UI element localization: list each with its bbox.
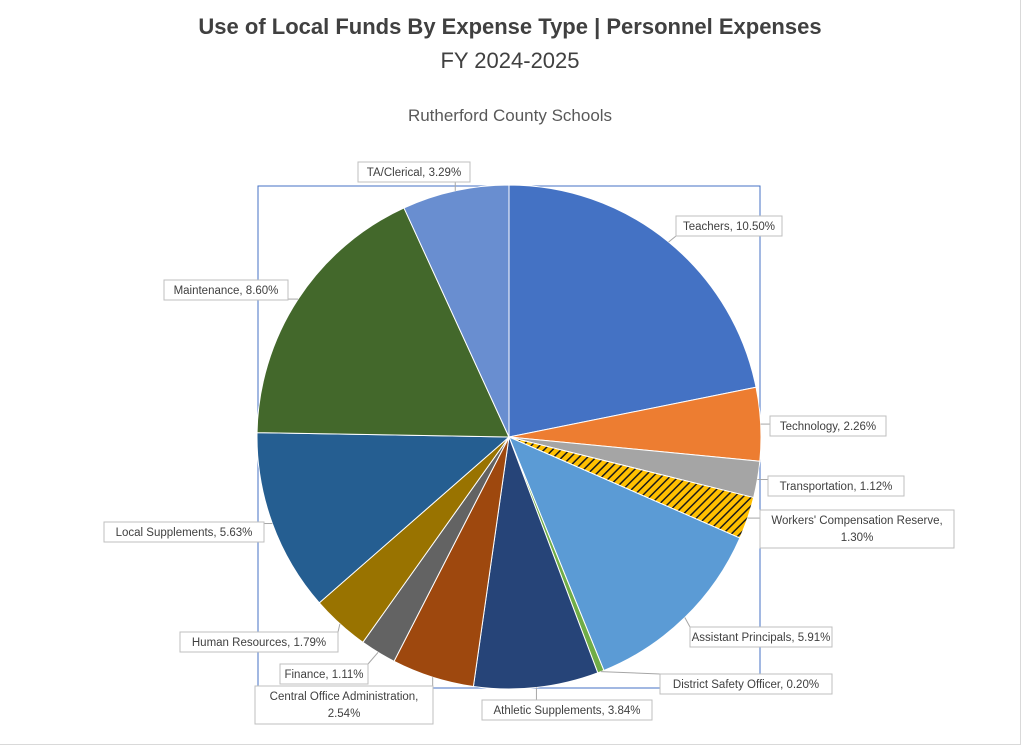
data-label: Teachers, 10.50% xyxy=(683,221,775,233)
data-label-box xyxy=(357,161,471,183)
pie-slice-athletic-supplements xyxy=(472,436,599,690)
data-label-box xyxy=(689,626,833,648)
chart-subtitle: FY 2024-2025 xyxy=(440,48,580,73)
pie-slice-ta-clerical xyxy=(403,184,510,438)
callout-leader-line xyxy=(668,235,677,243)
data-label-box xyxy=(769,415,887,437)
pie-slice-local-supplements xyxy=(256,432,511,604)
data-label-box xyxy=(759,509,955,549)
data-label-box xyxy=(481,699,653,721)
data-label: TA/Clerical, 3.29% xyxy=(367,167,461,179)
chart-title: Use of Local Funds By Expense Type | Per… xyxy=(198,14,822,39)
pie-slices xyxy=(256,184,762,690)
data-label: Central Office Administration, 2.54% xyxy=(270,691,419,720)
data-label: Transportation, 1.12% xyxy=(780,481,893,493)
data-label-box xyxy=(163,279,289,301)
data-label-box xyxy=(659,673,833,695)
data-label: Maintenance, 8.60% xyxy=(174,285,279,297)
callout-leader-line xyxy=(367,652,379,665)
pie-slice-teachers xyxy=(508,184,757,438)
data-label-box xyxy=(179,631,339,653)
data-label: Human Resources, 1.79% xyxy=(192,637,326,649)
callout-leader-line xyxy=(684,617,691,628)
callout-leader-line xyxy=(600,671,661,675)
data-label: District Safety Officer, 0.20% xyxy=(673,679,819,691)
data-label: Technology, 2.26% xyxy=(780,421,876,433)
data-label-box xyxy=(279,663,369,685)
data-label: Local Supplements, 5.63% xyxy=(116,527,253,539)
data-label: Athletic Supplements, 3.84% xyxy=(493,705,640,717)
data-label-box xyxy=(675,215,783,237)
data-label: Finance, 1.11% xyxy=(284,669,363,681)
data-label-box xyxy=(767,475,905,497)
callout-leader-line xyxy=(337,623,341,633)
data-label: Assistant Principals, 5.91% xyxy=(692,632,831,644)
data-label-box xyxy=(254,685,434,725)
pie-callouts: Teachers, 10.50% Technology, 2.26% Transpo… xyxy=(103,161,955,725)
chart-organization: Rutherford County Schools xyxy=(407,106,613,125)
pie-slice-assistant-principals xyxy=(508,436,741,672)
data-label-box xyxy=(103,521,265,543)
data-label: Workers' Compensation Reserve, 1.30% xyxy=(771,515,942,544)
